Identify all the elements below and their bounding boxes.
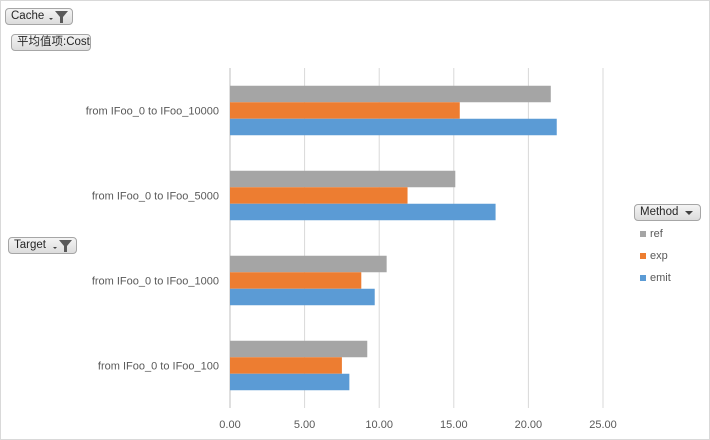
category-label: from IFoo_0 to IFoo_5000 [92, 191, 219, 203]
category-label: from IFoo_0 to IFoo_1000 [92, 276, 219, 288]
legend-swatch [640, 253, 646, 259]
cache-filter-button[interactable]: Cache [5, 8, 73, 25]
category-label: from IFoo_0 to IFoo_10000 [86, 106, 219, 118]
x-tick-label: 20.00 [515, 419, 543, 431]
x-tick-label: 15.00 [440, 419, 468, 431]
bar-emit[interactable] [230, 118, 557, 136]
bar-emit[interactable] [230, 373, 350, 391]
cache-filter-label: Cache [11, 10, 45, 22]
value-field-button[interactable]: 平均值项:Cost [11, 34, 91, 51]
bar-exp[interactable] [230, 272, 362, 289]
legend-swatch [640, 275, 646, 281]
method-filter-label: Method [640, 206, 679, 218]
chevron-down-icon [685, 211, 693, 215]
bar-ref[interactable] [230, 255, 387, 273]
category-label: from IFoo_0 to IFoo_100 [98, 361, 219, 373]
x-tick-label: 5.00 [294, 419, 315, 431]
value-field-label: 平均值项:Cost [17, 36, 90, 48]
bar-exp[interactable] [230, 357, 342, 374]
bar-ref[interactable] [230, 170, 456, 188]
bar-ref[interactable] [230, 85, 551, 103]
bar-emit[interactable] [230, 288, 375, 306]
legend-swatch [640, 231, 646, 237]
method-filter-button[interactable]: Method [634, 204, 701, 221]
x-tick-label: 25.00 [589, 419, 617, 431]
bar-emit[interactable] [230, 203, 496, 221]
bar-ref[interactable] [230, 340, 368, 358]
legend-label: ref [650, 228, 663, 240]
bar-exp[interactable] [230, 102, 460, 119]
target-filter-button[interactable]: Target [8, 237, 77, 254]
x-tick-label: 10.00 [365, 419, 393, 431]
x-tick-label: 0.00 [219, 419, 240, 431]
legend-label: emit [650, 272, 671, 284]
bar-exp[interactable] [230, 187, 408, 204]
filter-icon [53, 240, 72, 252]
legend-label: exp [650, 250, 668, 262]
target-filter-label: Target [14, 239, 46, 251]
filter-icon [49, 11, 68, 23]
